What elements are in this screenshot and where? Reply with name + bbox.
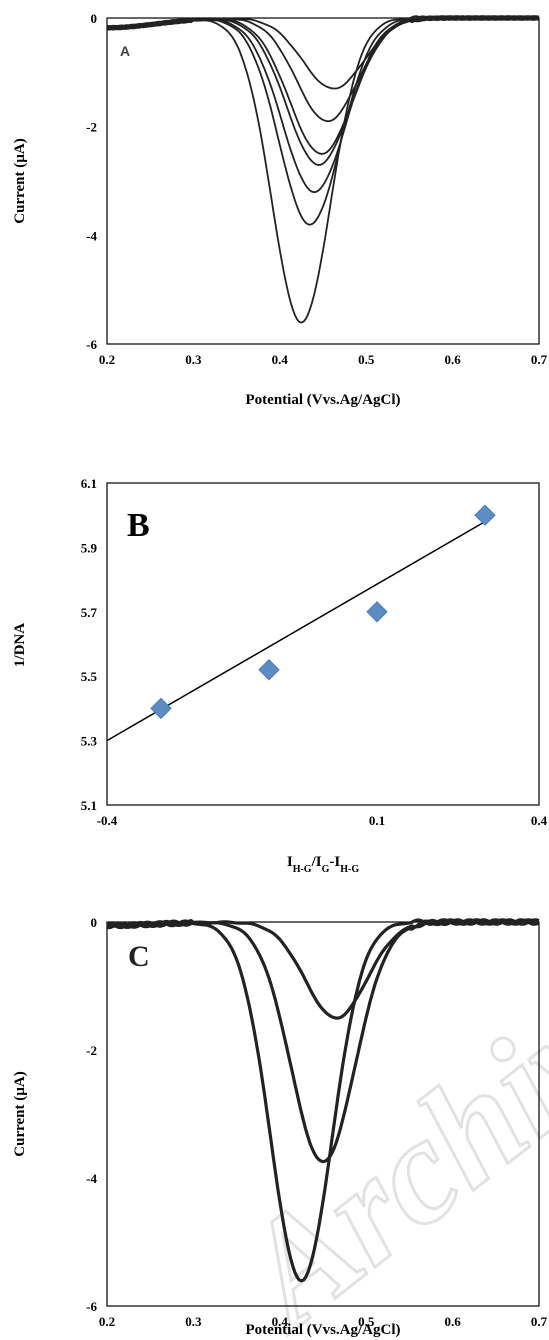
chart-a-plot-frame	[106, 17, 540, 345]
chart-b: 6.15.95.75.55.35.1 -0.4 0.1 0.4 B IH-G/IG-…	[12, 476, 548, 875]
chart-c-x-tick-label: 0.6	[444, 1314, 461, 1329]
chart-a-y-tick-label: -4	[86, 228, 97, 243]
chart-a-y-tick-labels: 0 -2 -4 -6	[86, 11, 97, 352]
chart-a-series-line	[106, 15, 540, 90]
chart-b-y-tick-label: 5.7	[81, 605, 98, 620]
chart-c-x-tick-label: 0.3	[185, 1314, 202, 1329]
chart-a: 0 -2 -4 -6 0.2 0.3 0.4 0.5 0.6 0.7 A Potential (…	[12, 11, 548, 408]
chart-c-x-axis-label: Potential (Vvs.Ag/AgCl)	[246, 1322, 401, 1338]
chart-b-y-tick-label: 5.1	[81, 798, 97, 813]
chart-c-y-tick-label: -6	[86, 1299, 97, 1314]
chart-a-y-tick-label: 0	[91, 11, 98, 26]
chart-b-data-point	[474, 504, 496, 526]
chart-b-plot-frame	[106, 482, 540, 806]
watermark: Archive	[205, 928, 549, 1340]
chart-a-x-axis-label: Potential (Vvs.Ag/AgCl)	[246, 392, 401, 408]
chart-c-series-line	[106, 918, 540, 1283]
chart-b-x-axis-label-part: -I	[329, 854, 340, 870]
chart-a-panel-label: A	[120, 43, 130, 59]
chart-a-series-line	[106, 15, 540, 166]
chart-b-y-axis-label: 1/DNA	[12, 623, 28, 667]
chart-a-x-tick-label: 0.3	[185, 352, 202, 367]
chart-b-x-tick-label: -0.4	[97, 813, 118, 828]
chart-b-x-tick-label: 0.1	[369, 813, 385, 828]
chart-b-panel-label: B	[127, 507, 150, 544]
chart-a-x-tick-label: 0.2	[99, 352, 115, 367]
chart-a-x-tick-label: 0.6	[444, 352, 461, 367]
chart-a-y-tick-label: -6	[86, 337, 97, 352]
chart-b-x-axis-label-subscript: G	[322, 864, 330, 875]
chart-b-data-point	[258, 659, 280, 681]
chart-b-x-tick-labels: -0.4 0.1 0.4	[97, 813, 548, 828]
chart-b-y-tick-label: 5.3	[81, 734, 98, 749]
chart-c-y-tick-label: -4	[86, 1171, 97, 1186]
chart-b-y-tick-label: 6.1	[81, 476, 97, 491]
chart-b-data-point	[150, 697, 172, 720]
chart-b-y-tick-labels: 6.1 5.9 5.7 5.5 5.3 5.1	[81, 476, 98, 813]
chart-c-panel-label: C	[128, 940, 150, 973]
chart-b-x-tick-label: 0.4	[531, 813, 548, 828]
chart-a-series-line	[106, 15, 540, 226]
chart-b-x-axis-label: IH-G/IG-IH-G	[287, 854, 359, 875]
chart-c-series-line	[106, 918, 540, 1020]
chart-c-x-tick-label: 0.2	[99, 1314, 115, 1329]
chart-b-y-tick-label: 5.5	[81, 669, 98, 684]
chart-c-y-tick-labels: 0 -2 -4 -6	[86, 915, 97, 1314]
chart-c-y-tick-label: -2	[86, 1043, 97, 1058]
chart-b-x-axis-label-part: I	[287, 854, 293, 870]
chart-a-series-line	[106, 15, 540, 123]
chart-a-x-tick-label: 0.4	[272, 352, 289, 367]
chart-c-x-tick-label: 0.5	[358, 1314, 375, 1329]
chart-a-y-tick-label: -2	[86, 120, 97, 135]
chart-c-y-axis-label: Current (µA)	[12, 1071, 28, 1156]
chart-c-series-line	[106, 918, 540, 1164]
chart-b-data-point	[366, 601, 388, 623]
chart-c-curves	[106, 918, 540, 1283]
chart-b-x-axis-label-subscript: H-G	[293, 864, 312, 875]
chart-c-x-tick-label: 0.4	[272, 1314, 289, 1329]
chart-c-x-tick-label: 0.7	[531, 1314, 548, 1329]
chart-a-series-line	[106, 15, 540, 194]
chart-a-series-line	[106, 15, 540, 324]
chart-c-x-tick-labels: 0.2 0.3 0.4 0.5 0.6 0.7	[99, 1314, 548, 1329]
chart-c-plot-frame	[106, 921, 540, 1307]
chart-a-x-tick-labels: 0.2 0.3 0.4 0.5 0.6 0.7	[99, 352, 548, 367]
chart-b-y-tick-label: 5.9	[81, 540, 98, 555]
chart-a-x-tick-label: 0.7	[531, 352, 548, 367]
chart-a-x-tick-label: 0.5	[358, 352, 375, 367]
chart-b-trendline	[106, 520, 486, 742]
chart-b-points	[150, 504, 496, 720]
chart-c-y-tick-label: 0	[91, 915, 98, 930]
chart-b-x-axis-label-part: /I	[311, 854, 322, 870]
chart-c: 0 -2 -4 -6 0.2 0.3 0.4 0.5 0.6 0.7 C Potential (…	[12, 915, 548, 1338]
chart-b-x-axis-label-subscript: H-G	[340, 864, 359, 875]
chart-a-curves	[106, 15, 540, 324]
chart-a-y-axis-label: Current (µA)	[12, 138, 28, 223]
